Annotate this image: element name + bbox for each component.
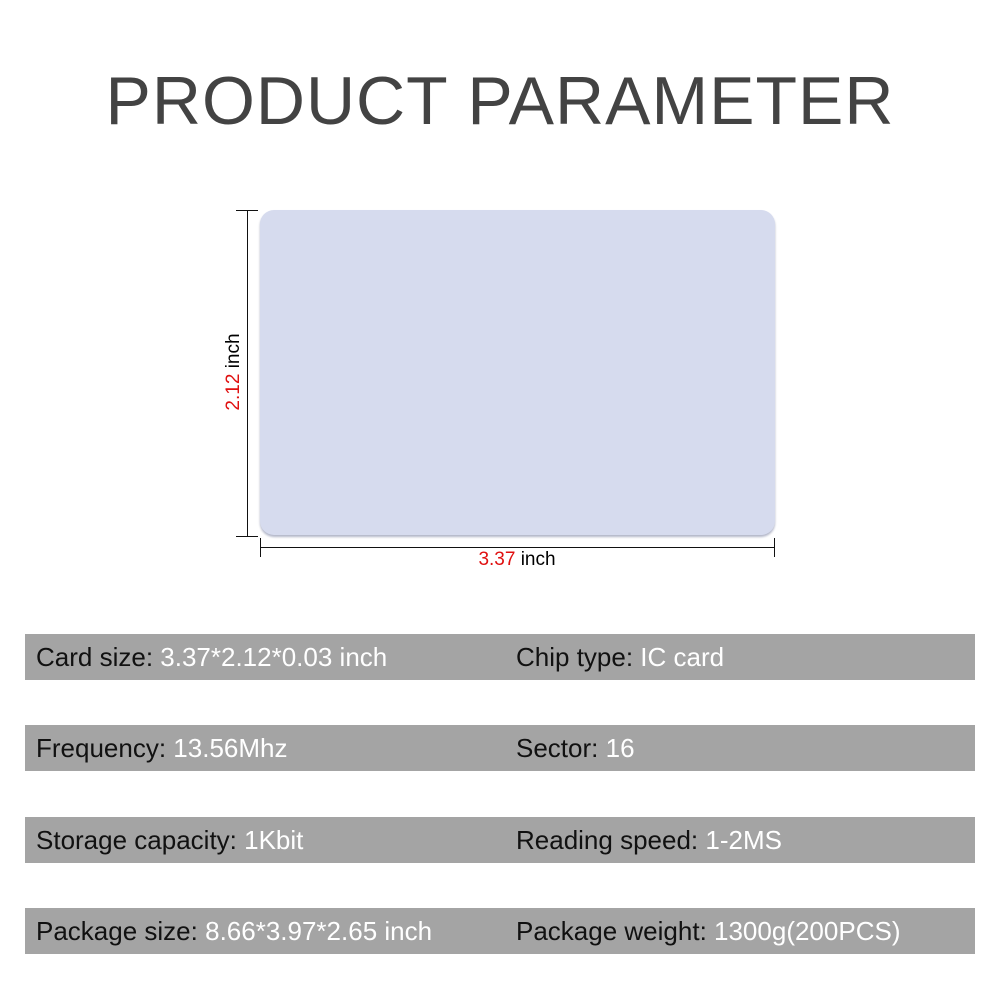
param-label: Chip type [516,642,626,672]
param-package-weight: Package weight: 1300g(200PCS) [516,916,901,946]
height-unit: inch [223,333,244,369]
param-frequency: Frequency: 13.56Mhz [36,733,288,763]
param-chip-type: Chip type: IC card [516,642,725,672]
param-label: Storage capacity [36,825,230,855]
param-value: 1Kbit [244,825,304,855]
param-row: Card size: 3.37*2.12*0.03 inch Chip type… [25,634,975,680]
param-value: 13.56Mhz [173,733,288,763]
param-label: Package weight [516,916,700,946]
card-image [260,210,775,535]
width-label: 3.37 inch [478,549,555,571]
param-sector: Sector: 16 [516,733,635,763]
param-value: IC card [640,642,725,672]
page-title: PRODUCT PARAMETER [105,63,895,139]
param-row: Storage capacity: 1Kbit Reading speed: 1… [25,817,975,863]
param-reading-speed: Reading speed: 1-2MS [516,825,782,855]
height-label: 2.12 inch [223,333,245,410]
width-tick-right [774,538,775,557]
height-tick-bottom [236,536,258,537]
param-label: Frequency [36,733,159,763]
height-value: 2.12 [223,373,244,411]
param-value: 16 [605,733,635,763]
param-row: Package size: 8.66*3.97*2.65 inch Packag… [25,908,975,954]
param-card-size: Card size: 3.37*2.12*0.03 inch [36,642,388,672]
width-dimension-line [260,547,775,548]
param-label: Card size [36,642,146,672]
height-dimension-line [247,210,248,536]
param-value: 1-2MS [705,825,782,855]
param-value: 3.37*2.12*0.03 inch [160,642,388,672]
height-tick-top [236,210,258,211]
width-unit: inch [520,549,556,570]
param-storage-capacity: Storage capacity: 1Kbit [36,825,304,855]
param-label: Reading speed [516,825,691,855]
param-label: Sector [516,733,592,763]
param-row: Frequency: 13.56Mhz Sector: 16 [25,725,975,771]
param-label: Package size [36,916,191,946]
width-value: 3.37 [478,549,516,570]
param-value: 8.66*3.97*2.65 inch [205,916,433,946]
width-tick-left [260,538,261,557]
param-package-size: Package size: 8.66*3.97*2.65 inch [36,916,433,946]
param-value: 1300g(200PCS) [714,916,901,946]
